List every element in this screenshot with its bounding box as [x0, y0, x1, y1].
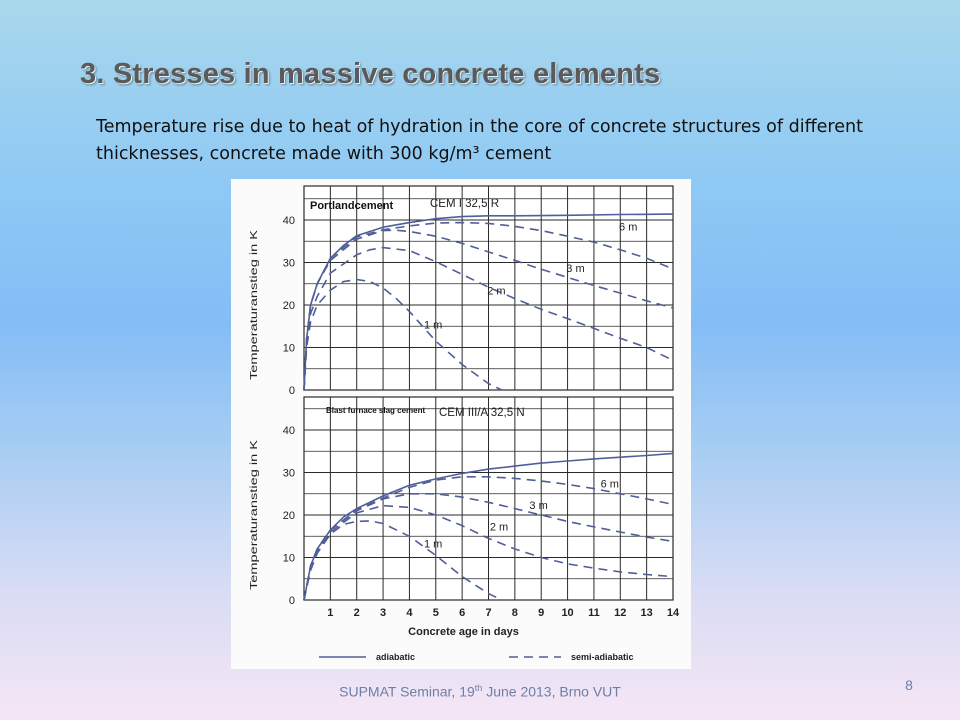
series-line-adiabatic — [303, 452, 674, 601]
slide-title: 3. Stresses in massive concrete elements — [80, 58, 661, 90]
x-axis-label: Concrete age in days — [408, 626, 519, 638]
x-tick-label: 7 — [485, 607, 491, 619]
panel-label: Portlandcement — [310, 200, 393, 212]
legend-label: adiabatic — [376, 652, 415, 662]
series-label: 2 m — [487, 285, 505, 297]
y-tick-label: 0 — [289, 595, 295, 607]
y-tick-label: 10 — [283, 343, 295, 355]
series-label: 1 m — [424, 538, 442, 550]
legend-label: semi-adiabatic — [571, 652, 634, 662]
page-number: 8 — [905, 677, 913, 693]
y-axis-label: Temperaturanstieg in K — [248, 440, 260, 590]
footer-suffix: June 2013, Brno VUT — [482, 683, 621, 700]
series-label: 6 m — [601, 478, 619, 490]
series-label: 2 m — [490, 522, 508, 534]
y-tick-label: 0 — [289, 385, 295, 397]
series-line-6-m — [303, 221, 674, 391]
x-tick-label: 12 — [614, 607, 626, 619]
y-axis-label: Temperaturanstieg in K — [248, 230, 260, 380]
x-tick-label: 13 — [641, 607, 653, 619]
footer-text: SUPMAT Seminar, 19th June 2013, Brno VUT — [0, 683, 960, 700]
x-tick-label: 1 — [327, 607, 333, 619]
footer-sup: th — [474, 683, 483, 693]
x-tick-label: 5 — [433, 607, 439, 619]
series-line-3-m — [303, 493, 674, 601]
hydration-chart-figure: 0 10 20 30 40 Temperaturanstieg in K Portlandc… — [231, 179, 691, 669]
slag-cement-panel: 0 10 20 30 40 Temperaturanstieg in K Blast fur… — [248, 396, 680, 638]
x-tick-label: 9 — [538, 607, 544, 619]
y-tick-label: 30 — [283, 258, 295, 270]
y-tick-label: 30 — [283, 468, 295, 480]
y-tick-label: 40 — [283, 425, 295, 437]
series-line-1-m — [303, 520, 503, 601]
series-line-1-m — [303, 278, 503, 391]
x-tick-label: 14 — [667, 607, 680, 619]
footer-prefix: SUPMAT Seminar, 19 — [339, 683, 475, 700]
series-line-3-m — [303, 229, 674, 391]
x-tick-label: 8 — [512, 607, 518, 619]
x-tick-label: 2 — [354, 607, 360, 619]
x-tick-label: 4 — [406, 607, 413, 619]
x-tick-label: 6 — [459, 607, 465, 619]
chart-legend: adiabatic semi-adiabatic — [319, 652, 634, 662]
x-tick-label: 10 — [561, 607, 573, 619]
portlandcement-panel: 0 10 20 30 40 Temperaturanstieg in K Portlandc… — [248, 185, 674, 397]
series-label: 1 m — [424, 319, 442, 331]
x-tick-label: 11 — [588, 607, 600, 619]
series-label: 3 m — [566, 263, 584, 275]
y-tick-label: 40 — [283, 215, 295, 227]
cement-label: CEM I 32,5 R — [430, 198, 499, 210]
series-line-2-m — [303, 246, 674, 391]
cement-label: CEM III/A 32,5 N — [439, 407, 525, 419]
y-tick-label: 20 — [283, 300, 295, 312]
series-label: 3 m — [529, 500, 547, 512]
y-tick-label: 20 — [283, 510, 295, 522]
panel-label: Blast furnace slag cement — [326, 406, 425, 415]
slide-subtitle: Temperature rise due to heat of hydratio… — [96, 117, 863, 164]
series-label: 6 m — [619, 222, 637, 234]
x-tick-label: 3 — [380, 607, 386, 619]
series-line-2-m — [303, 504, 674, 601]
y-tick-label: 10 — [283, 553, 295, 565]
